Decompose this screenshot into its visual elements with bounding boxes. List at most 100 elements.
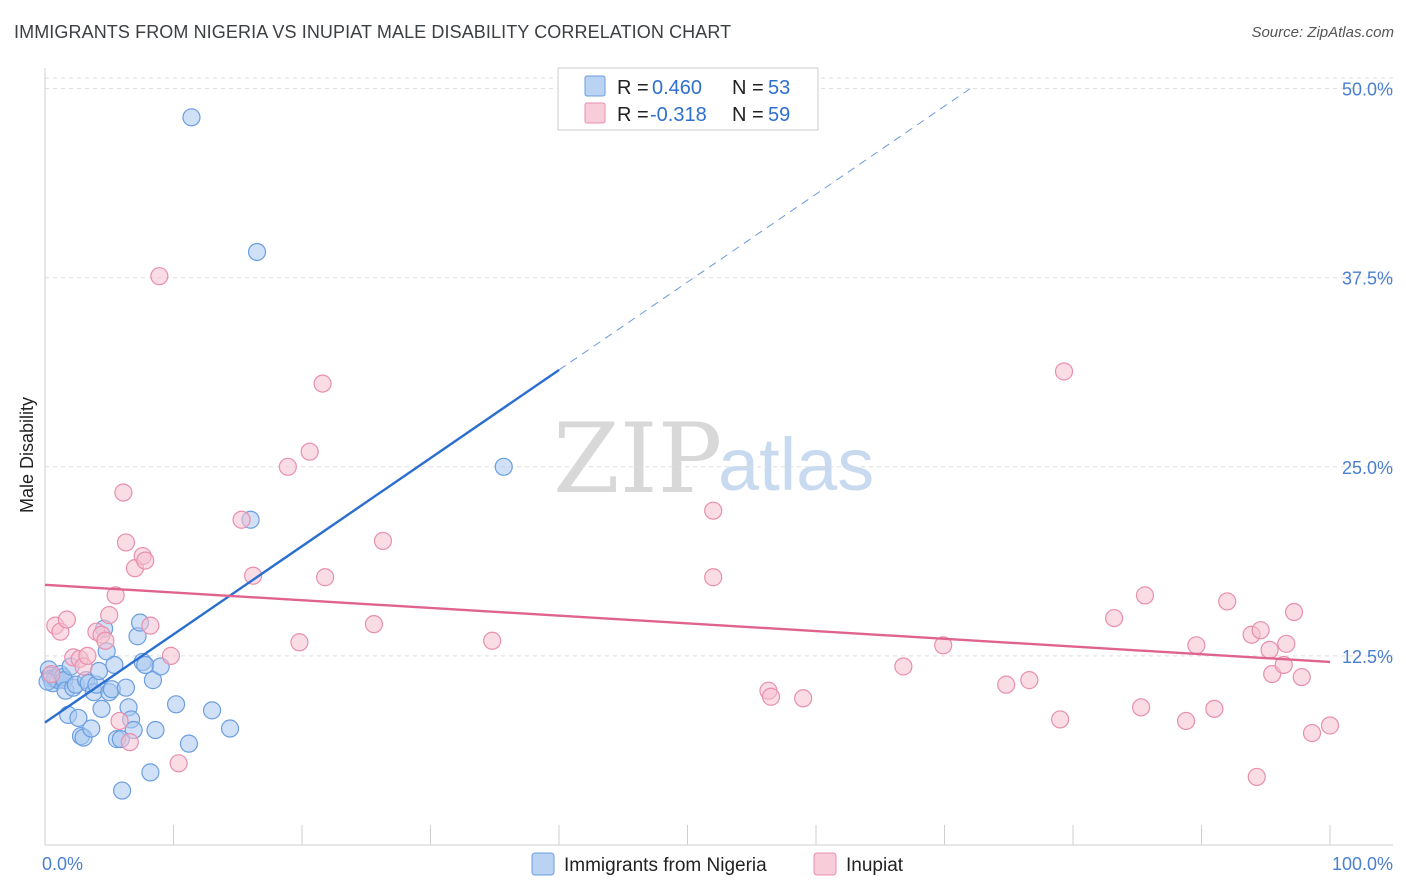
inupiat-point-34 — [704, 501, 723, 520]
inupiat-point-39 — [894, 657, 913, 676]
inupiat-point-15 — [116, 533, 136, 552]
inupiat-point-45 — [1105, 608, 1124, 628]
inupiat-point-43 — [1051, 710, 1070, 729]
y-tick-label-0: 12.5% — [1342, 647, 1393, 667]
inupiat-point-19 — [136, 551, 155, 570]
legend-n-label-0: N = — [732, 77, 764, 99]
inupiat-point-48 — [1176, 711, 1196, 731]
inupiat-point-27 — [290, 633, 309, 652]
legend-n-value-1: 59 — [768, 104, 790, 126]
inupiat-point-14 — [114, 483, 133, 502]
inupiat-point-29 — [313, 374, 332, 393]
nigeria-point-23 — [92, 699, 111, 718]
inupiat-point-0 — [42, 664, 61, 684]
nigeria-point-19 — [82, 719, 101, 738]
legend-n-value-0: 53 — [768, 77, 790, 99]
axes — [44, 68, 1393, 846]
nigeria-point-14 — [69, 708, 88, 728]
inupiat-point-13 — [110, 711, 129, 731]
series-inupiat — [42, 267, 1340, 787]
legend-r-value-1: -0.318 — [650, 104, 707, 126]
nigeria-point-41 — [143, 671, 163, 690]
legend-r-label-1: R = — [617, 104, 649, 126]
bottom-legend-swatch-nigeria — [531, 852, 555, 876]
y-tick-label-1: 25.0% — [1342, 458, 1393, 478]
watermark-zip: ZIP — [553, 403, 722, 515]
inupiat-point-44 — [1054, 362, 1074, 381]
inupiat-point-21 — [150, 267, 169, 286]
series-immigrants-from-nigeria — [38, 108, 513, 800]
legend-swatch-blue — [584, 75, 606, 97]
inupiat-point-59 — [1284, 602, 1304, 622]
inupiat-point-7 — [78, 646, 97, 665]
nigeria-point-22 — [89, 661, 109, 681]
inupiat-point-20 — [141, 616, 160, 635]
inupiat-point-60 — [1292, 667, 1311, 687]
inupiat-point-26 — [278, 457, 297, 476]
inupiat-point-24 — [232, 510, 251, 529]
nigeria-point-47 — [202, 701, 222, 720]
chart-title: IMMIGRANTS FROM NIGERIA VS INUPIAT MALE … — [14, 22, 732, 42]
inupiat-point-11 — [100, 605, 119, 625]
inupiat-point-51 — [1218, 592, 1237, 611]
y-tick-label-3: 50.0% — [1342, 80, 1393, 100]
watermark: ZIP atlas — [553, 403, 874, 515]
inupiat-point-38 — [794, 689, 813, 708]
watermark-atlas: atlas — [718, 423, 874, 506]
y-axis-title: Male Disability — [17, 397, 37, 513]
inupiat-point-33 — [483, 631, 502, 650]
bottom-legend-swatch-inupiat — [813, 852, 837, 876]
inupiat-point-10 — [96, 631, 115, 650]
nigeria-point-44 — [166, 695, 186, 714]
inupiat-point-16 — [120, 733, 139, 752]
nigeria-point-48 — [220, 719, 240, 738]
inupiat-point-50 — [1205, 699, 1224, 718]
inupiat-point-46 — [1132, 698, 1151, 717]
nigeria-point-51 — [494, 457, 513, 476]
y-tick-label-2: 37.5% — [1342, 269, 1393, 289]
trend-line-nigeria — [44, 368, 560, 724]
inupiat-point-42 — [1020, 671, 1039, 690]
inupiat-point-47 — [1135, 586, 1155, 605]
inupiat-point-55 — [1260, 640, 1279, 659]
trend-lines — [44, 88, 1331, 724]
inupiat-point-49 — [1187, 636, 1206, 655]
inupiat-point-58 — [1277, 634, 1296, 653]
inupiat-point-22 — [161, 646, 181, 665]
x-tick-label-0: 0.0% — [42, 854, 83, 874]
inupiat-point-25 — [244, 566, 263, 585]
inupiat-point-28 — [300, 442, 319, 461]
inupiat-point-3 — [57, 610, 76, 629]
inupiat-point-57 — [1274, 655, 1293, 675]
trend-line-inupiat — [44, 583, 1331, 664]
inupiat-point-30 — [316, 568, 335, 587]
legend-r-label-0: R = — [617, 77, 649, 99]
legend: R = 0.460 N = 53 R = -0.318 N = 59 — [557, 67, 819, 131]
inupiat-point-62 — [1320, 716, 1340, 735]
nigeria-point-40 — [141, 763, 160, 782]
bottom-legend: Immigrants from Nigeria Inupiat — [531, 852, 904, 876]
nigeria-point-31 — [112, 781, 132, 800]
inupiat-point-61 — [1302, 723, 1322, 743]
nigeria-point-42 — [146, 720, 165, 740]
nigeria-point-45 — [179, 734, 199, 753]
inupiat-point-41 — [997, 675, 1016, 694]
legend-swatch-pink — [584, 102, 606, 124]
trend-line-nigeria-extension — [558, 88, 971, 371]
legend-n-label-1: N = — [732, 104, 764, 126]
tick-labels: 12.5% 25.0% 37.5% 50.0% 0.0% 100.0% — [42, 80, 1393, 874]
inupiat-point-37 — [761, 687, 781, 706]
nigeria-point-32 — [116, 678, 136, 697]
bottom-legend-label-nigeria: Immigrants from Nigeria — [564, 855, 767, 876]
inupiat-point-35 — [704, 568, 723, 587]
inupiat-point-23 — [169, 754, 188, 773]
inupiat-point-53 — [1247, 767, 1266, 787]
nigeria-point-46 — [182, 108, 201, 127]
x-tick-label-1: 100.0% — [1332, 854, 1393, 874]
inupiat-point-31 — [364, 615, 384, 634]
inupiat-point-32 — [373, 531, 393, 551]
nigeria-point-50 — [247, 242, 267, 262]
source-label: Source: ZipAtlas.com — [1251, 24, 1394, 41]
inupiat-point-40 — [934, 636, 953, 655]
